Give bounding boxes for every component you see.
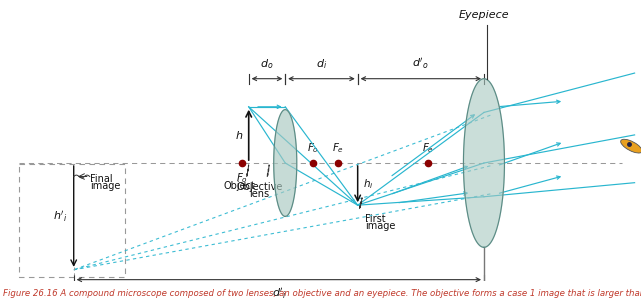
Text: $F_o$: $F_o$ xyxy=(307,141,319,155)
Text: $d'_o$: $d'_o$ xyxy=(412,56,429,71)
Text: First: First xyxy=(365,213,386,224)
Text: $d'_i$: $d'_i$ xyxy=(272,287,286,299)
Text: $d_i$: $d_i$ xyxy=(316,57,327,71)
Ellipse shape xyxy=(620,139,641,153)
Text: Objective: Objective xyxy=(237,182,283,192)
Text: $F_e$: $F_e$ xyxy=(422,141,434,155)
Text: $F_o$: $F_o$ xyxy=(237,171,248,185)
Text: lens: lens xyxy=(249,189,270,199)
Text: $h$: $h$ xyxy=(235,129,244,141)
Text: Eyepiece: Eyepiece xyxy=(459,10,509,20)
Text: Figure 26.16 A compound microscope composed of two lenses, an objective and an e: Figure 26.16 A compound microscope compo… xyxy=(3,289,641,298)
Text: Final: Final xyxy=(90,174,112,184)
Text: $d_o$: $d_o$ xyxy=(260,57,274,71)
Text: $h_i$: $h_i$ xyxy=(363,177,373,191)
Text: $F_e$: $F_e$ xyxy=(333,141,344,155)
Text: Object: Object xyxy=(223,181,255,191)
Text: image: image xyxy=(365,221,395,231)
Polygon shape xyxy=(463,79,504,247)
Text: image: image xyxy=(90,181,120,191)
Text: $h'_i$: $h'_i$ xyxy=(53,209,67,224)
Polygon shape xyxy=(274,110,297,216)
